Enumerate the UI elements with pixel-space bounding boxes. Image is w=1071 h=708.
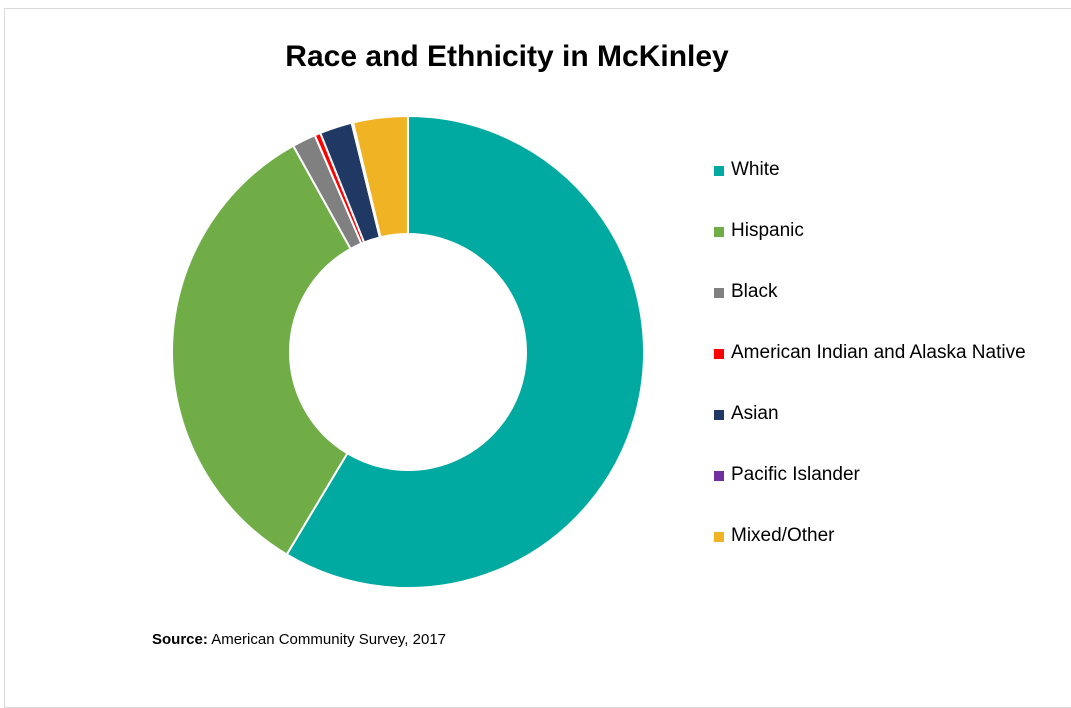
legend-label: Hispanic	[731, 220, 804, 241]
legend-swatch	[714, 532, 724, 542]
slice-white	[285, 114, 645, 589]
slice-mixed-other	[351, 114, 409, 239]
chart-legend: White Hispanic Black American Indian and Al…	[714, 158, 1026, 585]
legend-swatch	[714, 227, 724, 237]
legend-item-american-indian-and-alaska-native: American Indian and Alaska Native	[714, 341, 1026, 402]
legend-label: Asian	[731, 403, 779, 424]
legend-item-white: White	[714, 158, 1026, 219]
legend-label: White	[731, 159, 780, 180]
legend-swatch	[714, 471, 724, 481]
legend-label: American Indian and Alaska Native	[731, 342, 1026, 363]
source-text: American Community Survey, 2017	[207, 631, 447, 648]
slice-hispanic	[171, 144, 352, 556]
source-note: Source: American Community Survey, 2017	[152, 631, 446, 648]
legend-swatch	[714, 349, 724, 359]
legend-label: Mixed/Other	[731, 525, 835, 546]
legend-label: Black	[731, 281, 778, 302]
legend-swatch	[714, 410, 724, 420]
legend-item-pacific-islander: Pacific Islander	[714, 463, 1026, 524]
chart-title: Race and Ethnicity in McKinley	[285, 40, 729, 73]
legend-item-mixed-other: Mixed/Other	[714, 524, 1026, 585]
legend-swatch	[714, 166, 724, 176]
legend-item-asian: Asian	[714, 402, 1026, 463]
legend-item-black: Black	[714, 280, 1026, 341]
legend-item-hispanic: Hispanic	[714, 219, 1026, 280]
legend-swatch	[714, 288, 724, 298]
source-label: Source:	[152, 631, 208, 648]
legend-label: Pacific Islander	[731, 464, 860, 485]
